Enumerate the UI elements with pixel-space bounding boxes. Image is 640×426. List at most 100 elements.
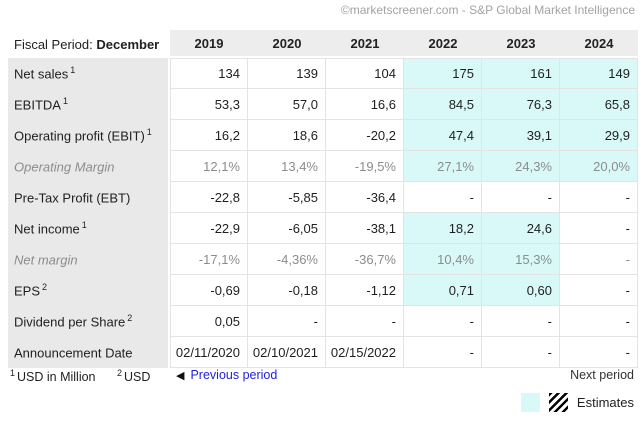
table-cell: -36,4 [326, 182, 404, 213]
table-cell: - [560, 306, 638, 337]
table-cell: 84,5 [404, 89, 482, 120]
footnote-2: 2 USD [117, 368, 151, 385]
table-cell: -4,36% [248, 244, 326, 275]
table-cell: -0,69 [170, 275, 248, 306]
table-footer: 1 USD in Million 2 USD ◀ Previous period Ne… [8, 368, 634, 385]
fiscal-period-header: Fiscal Period: December [8, 30, 170, 58]
table-cell: 104 [326, 58, 404, 89]
table-cell: 134 [170, 58, 248, 89]
year-header-2023: 2023 [482, 30, 560, 58]
table-cell: 13,4% [248, 151, 326, 182]
table-row: Announcement Date 02/11/2020 02/10/2021 … [8, 337, 638, 368]
table-cell: - [560, 182, 638, 213]
footnote-1: 1 USD in Million [10, 368, 96, 385]
year-header-2019: 2019 [170, 30, 248, 58]
row-label: Net sales 1 [8, 58, 170, 89]
table-cell: 20,0% [560, 151, 638, 182]
estimate-stripes-swatch [548, 393, 568, 412]
table-cell: 24,6 [482, 213, 560, 244]
table-cell: -1,12 [326, 275, 404, 306]
table-row: EPS 2 -0,69 -0,18 -1,12 0,71 0,60 - [8, 275, 638, 306]
table-cell: - [560, 244, 638, 275]
table-cell: 18,6 [248, 120, 326, 151]
table-cell: -22,9 [170, 213, 248, 244]
table-cell: - [482, 337, 560, 368]
table-cell: 27,1% [404, 151, 482, 182]
row-label: EPS 2 [8, 275, 170, 306]
table-cell: 76,3 [482, 89, 560, 120]
estimates-legend: Estimates [520, 393, 634, 412]
table-row: EBITDA 1 53,3 57,0 16,6 84,5 76,3 65,8 [8, 89, 638, 120]
table-cell: 175 [404, 58, 482, 89]
table-cell: 161 [482, 58, 560, 89]
table-cell: - [560, 275, 638, 306]
year-header-2022: 2022 [404, 30, 482, 58]
year-header-2020: 2020 [248, 30, 326, 58]
table-cell: 02/15/2022 [326, 337, 404, 368]
table-row: Dividend per Share 2 0,05 - - - - - [8, 306, 638, 337]
table-cell: 16,2 [170, 120, 248, 151]
row-label: EBITDA 1 [8, 89, 170, 120]
table-cell: 16,6 [326, 89, 404, 120]
table-cell: 02/11/2020 [170, 337, 248, 368]
table-cell: 65,8 [560, 89, 638, 120]
row-label: Net income 1 [8, 213, 170, 244]
table-cell: -36,7% [326, 244, 404, 275]
table-cell: -20,2 [326, 120, 404, 151]
table-cell: - [482, 182, 560, 213]
row-label: Net margin [8, 244, 170, 275]
table-cell: 0,05 [170, 306, 248, 337]
row-label: Pre-Tax Profit (EBT) [8, 182, 170, 213]
next-period-label: Next period [570, 368, 634, 382]
table-cell: - [482, 306, 560, 337]
table-cell: 29,9 [560, 120, 638, 151]
table-cell: 12,1% [170, 151, 248, 182]
year-header-2024: 2024 [560, 30, 638, 58]
table-cell: - [404, 182, 482, 213]
financials-table: Fiscal Period: December 2019 2020 2021 2… [8, 30, 638, 368]
fiscal-period-value: December [96, 36, 160, 52]
table-cell: - [560, 337, 638, 368]
attribution-text: ©marketscreener.com - S&P Global Market … [340, 3, 635, 17]
table-cell: -5,85 [248, 182, 326, 213]
table-cell: - [560, 213, 638, 244]
table-header-row: Fiscal Period: December 2019 2020 2021 2… [8, 30, 638, 58]
fiscal-period-label: Fiscal Period: [14, 36, 93, 52]
previous-period-link[interactable]: ◀ Previous period [176, 368, 277, 382]
estimates-legend-label: Estimates [576, 395, 634, 410]
table-row: Operating Margin 12,1% 13,4% -19,5% 27,1… [8, 151, 638, 182]
table-cell: - [404, 337, 482, 368]
table-row: Net sales 1 134 139 104 175 161 149 [8, 58, 638, 89]
table-cell: 0,60 [482, 275, 560, 306]
table-cell: -17,1% [170, 244, 248, 275]
table-cell: 15,3% [482, 244, 560, 275]
row-label: Operating profit (EBIT) 1 [8, 120, 170, 151]
table-cell: 53,3 [170, 89, 248, 120]
table-cell: 10,4% [404, 244, 482, 275]
table-cell: 18,2 [404, 213, 482, 244]
table-cell: -19,5% [326, 151, 404, 182]
year-header-2021: 2021 [326, 30, 404, 58]
table-cell: 139 [248, 58, 326, 89]
table-cell: 39,1 [482, 120, 560, 151]
row-label: Dividend per Share 2 [8, 306, 170, 337]
left-arrow-icon: ◀ [176, 370, 185, 382]
table-row: Net income 1 -22,9 -6,05 -38,1 18,2 24,6 … [8, 213, 638, 244]
table-cell: 24,3% [482, 151, 560, 182]
table-cell: - [326, 306, 404, 337]
table-cell: 149 [560, 58, 638, 89]
table-cell: 47,4 [404, 120, 482, 151]
table-cell: -6,05 [248, 213, 326, 244]
table-cell: - [404, 306, 482, 337]
table-cell: -38,1 [326, 213, 404, 244]
table-cell: 57,0 [248, 89, 326, 120]
table-row: Operating profit (EBIT) 1 16,2 18,6 -20,2… [8, 120, 638, 151]
previous-period-label: Previous period [190, 368, 278, 382]
row-label: Operating Margin [8, 151, 170, 182]
row-label: Announcement Date [8, 337, 170, 368]
table-row: Pre-Tax Profit (EBT) -22,8 -5,85 -36,4 -… [8, 182, 638, 213]
table-cell: - [248, 306, 326, 337]
table-cell: -0,18 [248, 275, 326, 306]
footnotes: 1 USD in Million 2 USD [10, 368, 150, 384]
table-row: Net margin -17,1% -4,36% -36,7% 10,4% 15… [8, 244, 638, 275]
